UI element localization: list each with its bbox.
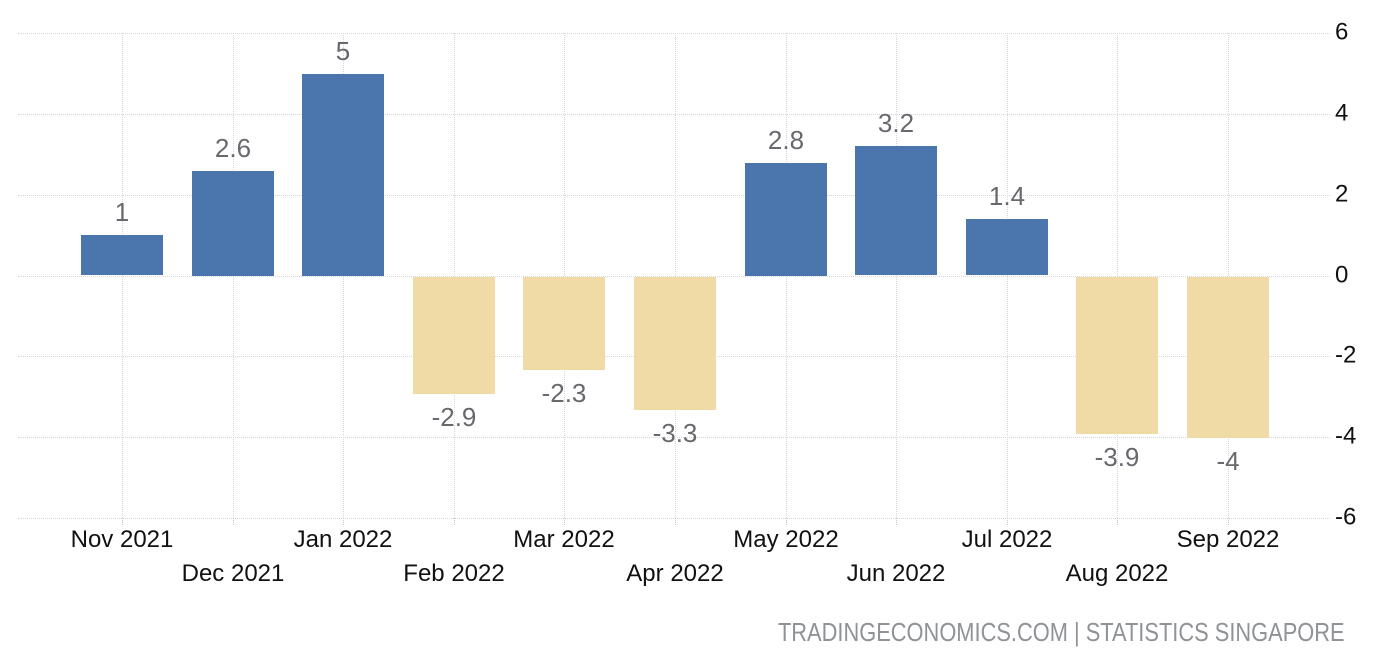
vertical-gridline	[1228, 33, 1229, 518]
y-axis-label: -2	[1335, 341, 1357, 369]
source-attribution: TRADINGECONOMICS.COM | STATISTICS SINGAP…	[778, 617, 1345, 647]
bar-value-label: 5	[335, 36, 351, 66]
bar-aug-2022[interactable]	[1076, 277, 1158, 434]
x-axis-tick	[1117, 518, 1118, 525]
bar-value-label: -3.9	[1094, 442, 1140, 472]
bar-jun-2022[interactable]	[855, 146, 937, 275]
vertical-gridline	[122, 33, 123, 518]
bar-value-label: -2.3	[541, 378, 587, 408]
vertical-gridline	[675, 33, 676, 518]
bar-dec-2021[interactable]	[192, 171, 274, 276]
y-axis-label: 0	[1335, 261, 1349, 289]
horizontal-gridline	[18, 437, 1330, 438]
y-axis-label: 4	[1335, 99, 1349, 127]
bar-value-label: 1.4	[988, 181, 1026, 211]
x-axis-tick	[1007, 518, 1008, 525]
bar-value-label: -4	[1216, 446, 1240, 476]
horizontal-gridline	[18, 195, 1330, 196]
zero-gridline	[18, 276, 1330, 277]
bar-may-2022[interactable]	[745, 163, 827, 276]
x-axis-label-dec-2021: Dec 2021	[181, 560, 285, 587]
x-axis-label-jul-2022: Jul 2022	[961, 526, 1053, 553]
vertical-gridline	[564, 33, 565, 518]
bar-nov-2021[interactable]	[81, 235, 163, 275]
y-axis-label: -6	[1335, 503, 1357, 531]
bar-mar-2022[interactable]	[523, 277, 605, 370]
bar-feb-2022[interactable]	[413, 277, 495, 394]
bar-value-label: 3.2	[877, 108, 915, 138]
vertical-gridline	[1007, 33, 1008, 518]
vertical-gridline	[1117, 33, 1118, 518]
x-axis-tick	[233, 518, 234, 525]
x-axis-label-mar-2022: Mar 2022	[513, 526, 615, 553]
horizontal-gridline	[18, 33, 1330, 34]
y-axis-label: 2	[1335, 180, 1349, 208]
x-axis-label-feb-2022: Feb 2022	[403, 560, 505, 587]
y-axis-label: -4	[1335, 422, 1357, 450]
x-axis-tick	[564, 518, 565, 525]
bar-sep-2022[interactable]	[1187, 277, 1269, 438]
bar-jan-2022[interactable]	[302, 74, 384, 276]
bar-value-label: -3.3	[652, 418, 698, 448]
x-axis-tick	[675, 518, 676, 525]
bar-value-label: 1	[114, 197, 130, 227]
vertical-gridline	[454, 33, 455, 518]
bar-jul-2022[interactable]	[966, 219, 1048, 275]
horizontal-gridline	[18, 518, 1330, 519]
bar-value-label: 2.6	[214, 133, 252, 163]
x-axis-label-nov-2021: Nov 2021	[70, 526, 174, 553]
y-axis-label: 6	[1335, 18, 1349, 46]
vertical-gridline	[896, 33, 897, 518]
horizontal-gridline	[18, 114, 1330, 115]
x-axis-tick	[454, 518, 455, 525]
x-axis-label-apr-2022: Apr 2022	[626, 560, 724, 587]
x-axis-label-jun-2022: Jun 2022	[846, 560, 946, 587]
bar-value-label: -2.9	[431, 402, 477, 432]
bar-value-label: 2.8	[767, 125, 805, 155]
x-axis-label-may-2022: May 2022	[733, 526, 839, 553]
x-axis-tick	[343, 518, 344, 525]
x-axis-tick	[786, 518, 787, 525]
x-axis-label-aug-2022: Aug 2022	[1065, 560, 1169, 587]
x-axis-label-jan-2022: Jan 2022	[293, 526, 393, 553]
x-axis-tick	[122, 518, 123, 525]
x-axis-label-sep-2022: Sep 2022	[1176, 526, 1280, 553]
x-axis-tick	[896, 518, 897, 525]
x-axis-tick	[1228, 518, 1229, 525]
bar-apr-2022[interactable]	[634, 277, 716, 410]
